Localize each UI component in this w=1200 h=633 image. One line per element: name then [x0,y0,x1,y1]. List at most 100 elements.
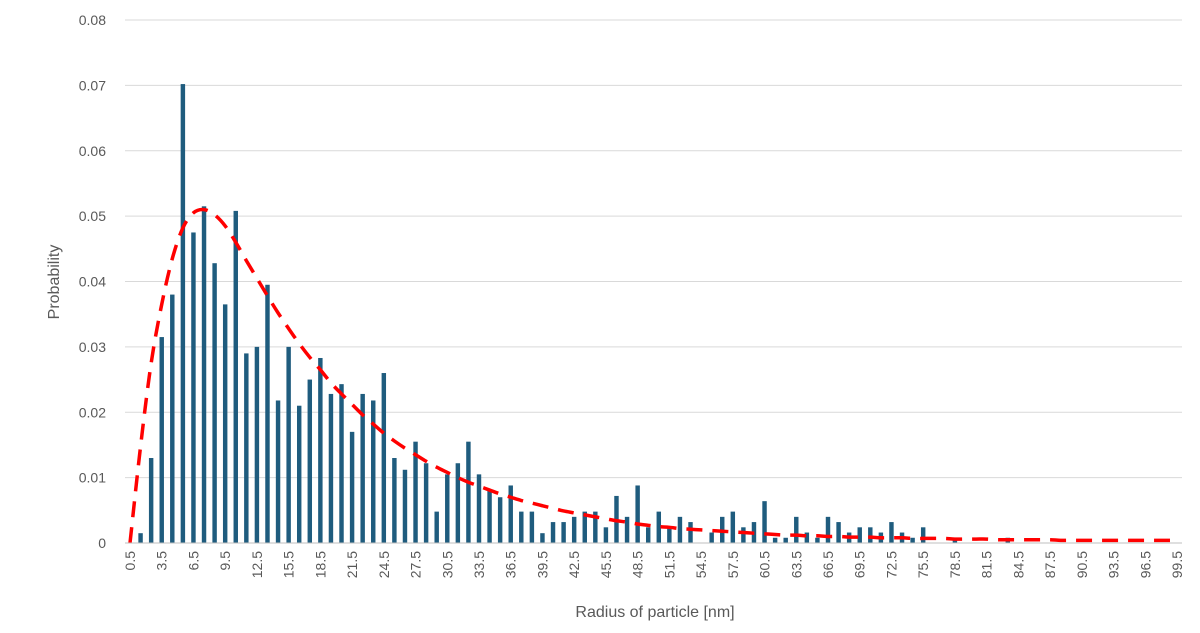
x-tick-label: 33.5 [471,551,487,578]
y-tick-label: 0.04 [79,274,106,290]
histogram-bar [275,400,281,543]
histogram-bar [349,431,355,543]
histogram-bar [624,516,630,543]
histogram-bar [497,497,503,543]
histogram-bar [413,441,418,543]
x-tick-label: 3.5 [154,551,170,571]
x-tick-label: 9.5 [217,551,233,571]
x-tick-label: 15.5 [281,551,297,578]
histogram-bar [148,458,154,543]
y-tick-label: 0.02 [79,404,106,420]
x-tick-label: 48.5 [630,551,646,578]
x-tick-label: 0.5 [122,551,138,571]
x-tick-label: 75.5 [915,551,931,578]
x-tick-label: 30.5 [439,551,455,578]
histogram-bar [212,263,217,543]
x-tick-label: 45.5 [598,551,614,578]
y-tick-label: 0.03 [79,339,106,355]
histogram-bar [762,501,767,543]
histogram-bar [434,511,439,543]
x-tick-label: 93.5 [1106,551,1122,578]
y-tick-label: 0.06 [79,143,106,159]
y-tick-label: 0.01 [79,470,106,486]
histogram-bar [360,393,365,543]
histogram-bar [645,527,651,543]
x-tick-label: 72.5 [883,551,899,578]
histogram-bar [603,527,609,543]
histogram-bar [445,474,450,543]
x-tick-label: 12.5 [249,551,265,578]
histogram-bar [571,516,577,543]
histogram-bar [318,357,323,543]
histogram-bar [857,527,862,543]
histogram-bar [254,346,260,544]
histogram-bar [180,84,186,543]
histogram-bar [836,522,841,543]
x-tick-label: 51.5 [661,551,677,578]
histogram-bar [191,232,196,543]
x-tick-label: 54.5 [693,551,709,578]
x-tick-label: 6.5 [185,551,201,571]
y-axis-title: Probability [46,245,63,320]
x-tick-label: 60.5 [757,551,773,578]
x-tick-label: 24.5 [376,551,392,578]
x-tick-label: 81.5 [979,551,995,578]
x-tick-label: 27.5 [408,551,424,578]
x-tick-label: 36.5 [503,551,519,578]
x-tick-label: 57.5 [725,551,741,578]
histogram-bar [455,463,461,543]
histogram-bar [159,337,164,543]
x-tick-label: 66.5 [820,551,836,578]
histogram-bar [466,441,471,543]
histogram-bar [296,405,302,543]
histogram-bar [392,458,397,543]
histogram-bar [688,522,693,543]
histogram-bar [487,490,492,543]
histogram-bar [582,511,587,543]
histogram-bar [741,527,746,543]
x-axis-title: Radius of particle [nm] [575,604,734,621]
gridlines [125,19,1182,479]
histogram-bar [868,527,873,543]
histogram-bars [138,84,1011,544]
histogram-bar [508,485,513,543]
histogram-bar [328,393,334,543]
histogram-bar [593,511,598,543]
histogram-bar [265,284,270,543]
histogram-bar [339,384,344,543]
histogram-bar [550,522,556,543]
histogram-bar [889,522,894,543]
histogram-bar [519,511,524,543]
x-tick-label: 69.5 [852,551,868,578]
histogram-bar [667,527,672,543]
histogram-bar [815,537,820,543]
y-tick-label: 0.05 [79,208,106,224]
histogram-bar [244,353,249,543]
histogram-bar [920,527,926,543]
y-tick-label: 0.08 [79,12,106,28]
histogram-bar [138,533,143,543]
histogram-bar [635,485,640,543]
histogram-bar [804,532,810,543]
histogram-bar [286,346,291,544]
histogram-bar [825,516,831,543]
histogram-bar [170,294,175,543]
histogram-bar [656,511,662,543]
x-tick-label: 99.5 [1169,551,1185,578]
histogram-bar [371,400,376,543]
histogram-bar [222,304,228,543]
histogram-bar [910,537,915,543]
y-tick-label: 0 [98,535,106,551]
histogram-bar [561,522,566,543]
histogram-bar [529,511,535,543]
histogram-bar [233,210,238,543]
y-tick-labels: 0 0.01 0.02 0.03 0.04 0.05 0.06 0.07 0.08 [79,12,106,551]
histogram-bar [709,532,714,543]
histogram-bar [307,379,313,543]
x-tick-label: 78.5 [947,551,963,578]
x-tick-label: 18.5 [312,551,328,578]
histogram-bar [677,516,683,543]
histogram-bar [381,373,387,543]
histogram-bar [783,537,788,543]
x-tick-label: 21.5 [344,551,360,578]
